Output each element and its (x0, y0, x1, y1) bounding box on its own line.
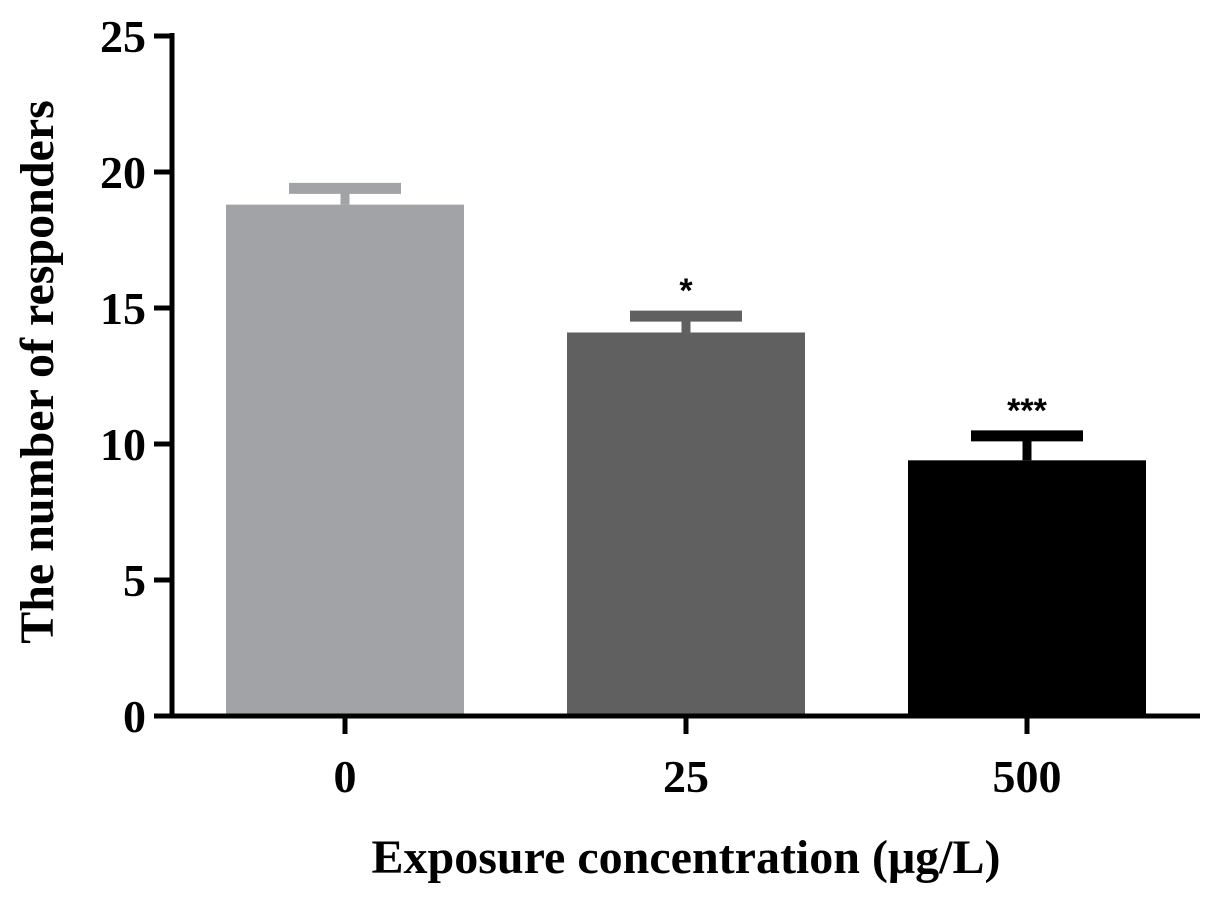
bar-0 (226, 204, 464, 716)
y-tick-label-0: 0 (123, 691, 146, 742)
bar-500 (908, 460, 1146, 716)
x-tick-label-25: 25 (663, 751, 709, 802)
y-ticks: 0 5 10 15 20 25 (100, 11, 172, 742)
y-tick-label-25: 25 (100, 11, 146, 62)
significance-label-500: *** (1007, 392, 1047, 430)
x-tick-label-0: 0 (334, 751, 357, 802)
x-tick-label-500: 500 (993, 751, 1062, 802)
bar-25 (567, 332, 805, 716)
x-ticks: 0 25 500 (334, 716, 1062, 802)
y-axis-title: The number of responders (11, 100, 64, 644)
y-tick-label-10: 10 (100, 419, 146, 470)
bars (226, 204, 1146, 716)
error-bars (289, 182, 1083, 461)
significance-label-25: * (679, 272, 693, 310)
y-tick-label-20: 20 (100, 147, 146, 198)
x-axis-title: Exposure concentration (μg/L) (372, 831, 1001, 884)
significance-labels: **** (679, 272, 1047, 430)
y-tick-label-5: 5 (123, 555, 146, 606)
y-tick-label-15: 15 (100, 283, 146, 334)
